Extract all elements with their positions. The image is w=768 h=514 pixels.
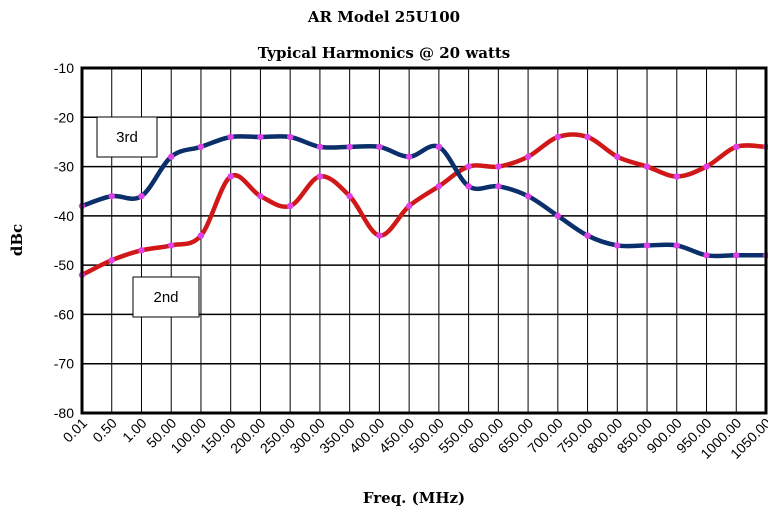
data-point-2nd xyxy=(554,133,562,141)
y-tick-label: -20 xyxy=(54,109,74,125)
data-point-2nd xyxy=(227,173,234,180)
y-tick-label: -60 xyxy=(54,306,74,322)
y-tick-labels: -10 -20 -30 -40 -50 -60 -70 -80 xyxy=(54,60,74,421)
y-tick-label: -30 xyxy=(54,159,74,175)
y-axis-label: dBc xyxy=(8,224,26,256)
data-point-3rd xyxy=(138,192,145,200)
data-point-2nd xyxy=(316,173,324,180)
y-tick-label: -10 xyxy=(54,60,74,76)
chart-subtitle: Typical Harmonics @ 20 watts xyxy=(258,44,511,62)
legend-box-3rd: 3rd xyxy=(96,116,158,158)
data-point-3rd xyxy=(168,153,175,160)
data-point-2nd xyxy=(435,183,443,190)
grid-lines xyxy=(81,67,767,414)
data-point-3rd xyxy=(435,143,443,151)
data-point-2nd xyxy=(584,133,591,141)
data-point-3rd xyxy=(703,252,710,259)
data-point-3rd xyxy=(286,133,294,141)
data-point-3rd xyxy=(614,242,621,249)
series-lines xyxy=(79,132,768,278)
y-tick-label: -70 xyxy=(54,356,74,372)
y-tick-label: -50 xyxy=(54,257,74,273)
data-point-2nd xyxy=(197,232,205,239)
data-point-2nd xyxy=(703,163,710,170)
data-point-3rd xyxy=(316,143,324,151)
series-markers xyxy=(78,133,768,279)
legend-box-2nd: 2nd xyxy=(132,276,200,318)
data-point-3rd xyxy=(584,232,591,239)
data-point-3rd xyxy=(465,183,472,190)
data-point-3rd xyxy=(227,133,234,141)
data-point-2nd xyxy=(376,232,383,239)
data-point-3rd xyxy=(554,212,562,220)
data-point-3rd xyxy=(495,183,502,190)
data-point-2nd xyxy=(614,153,621,160)
data-point-3rd xyxy=(346,143,353,151)
data-point-3rd xyxy=(376,143,383,151)
data-point-3rd xyxy=(405,153,413,160)
x-axis-label: Freq. (MHz) xyxy=(363,489,465,507)
data-point-3rd xyxy=(108,192,115,200)
data-point-2nd xyxy=(673,173,680,180)
data-point-2nd xyxy=(643,163,651,170)
data-point-2nd xyxy=(168,242,175,249)
data-point-3rd xyxy=(524,192,532,200)
data-point-2nd xyxy=(524,153,532,160)
data-point-3rd xyxy=(733,252,740,259)
series-label-2nd: 2nd xyxy=(153,289,178,306)
data-point-3rd xyxy=(197,143,205,151)
data-point-2nd xyxy=(108,257,115,264)
data-point-3rd xyxy=(257,133,264,141)
data-point-2nd xyxy=(495,163,502,170)
chart-title: AR Model 25U100 xyxy=(307,8,460,26)
data-point-2nd xyxy=(733,143,740,151)
data-point-2nd xyxy=(257,192,264,200)
data-point-2nd xyxy=(346,192,353,200)
series-label-3rd: 3rd xyxy=(116,129,138,146)
x-tick-label: 0.50 xyxy=(89,415,120,446)
data-point-2nd xyxy=(405,202,413,210)
x-tick-labels: 0.01 0.50 1.0050.00100.00150.00200.00250.0… xyxy=(60,415,768,462)
data-point-2nd xyxy=(286,202,294,210)
plot-frame xyxy=(80,66,768,415)
series-line-2nd xyxy=(79,132,768,278)
y-tick-label: -80 xyxy=(54,405,74,421)
data-point-3rd xyxy=(643,242,651,249)
data-point-3rd xyxy=(673,242,680,249)
data-point-2nd xyxy=(465,163,472,170)
y-tick-label: -40 xyxy=(54,208,74,224)
data-point-2nd xyxy=(138,247,145,254)
